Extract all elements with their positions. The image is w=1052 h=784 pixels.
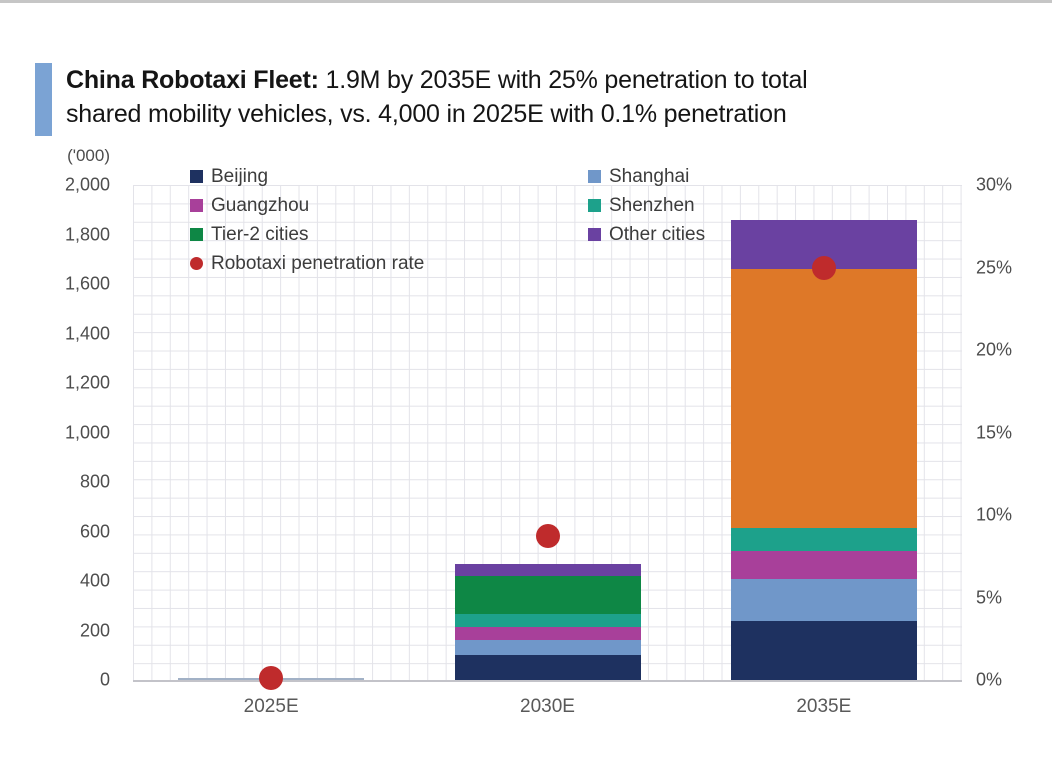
bar-segment-guangzhou [454,626,641,641]
y2-axis-tick-label: 10% [976,504,1013,525]
bar-segment-shenzhen [730,527,917,552]
y-axis-tick-label: 800 [79,471,110,492]
chart-title-line2: shared mobility vehicles, vs. 4,000 in 2… [66,100,787,128]
legend-swatch-square [588,228,601,241]
y-axis-tick-label: 1,800 [64,224,110,244]
chart-title-lead: China Robotaxi Fleet: [66,66,319,94]
y-axis-tick-label: 400 [79,570,110,591]
bar-segment-beijing [730,620,917,680]
legend-item-guangzhou: Guangzhou [190,196,309,215]
penetration-dot-2035E [811,255,836,280]
y2-axis-tick-label: 0% [976,669,1003,690]
chart-title: China Robotaxi Fleet: 1.9M by 2035E with… [66,63,996,131]
chart-title-line1: China Robotaxi Fleet: 1.9M by 2035E with… [66,63,996,97]
bar-segment-shanghai [730,578,917,621]
bar-segment-tier-2-cities [454,576,641,615]
title-accent-bar [35,63,52,136]
legend-swatch-square [588,199,601,212]
y-axis-tick-label: 2,000 [64,174,110,195]
penetration-dot-2025E [259,666,284,691]
legend-label: Other cities [609,224,706,245]
legend-item-beijing: Beijing [190,167,268,186]
y2-axis-tick-label: 25% [976,257,1013,277]
y-axis-tick-label: 1,400 [64,323,110,343]
legend-label: Beijing [211,166,269,187]
y2-axis-tick-label: 30% [976,174,1013,195]
legend-item-tier-2-cities: Tier-2 cities [190,225,308,244]
legend-label: Robotaxi penetration rate [211,253,425,274]
y-axis-unit-label: ('000) [67,146,110,165]
legend-swatch-square [190,199,203,212]
legend-item-shanghai: Shanghai [588,167,689,186]
legend-swatch-square [190,228,203,241]
legend-item-robotaxi-penetration-rate: Robotaxi penetration rate [190,254,424,273]
bar-segment-guangzhou [730,551,917,579]
chart-title-line1-rest: 1.9M by 2035E with 25% penetration to to… [318,66,808,94]
legend-swatch-circle [190,257,203,270]
stacked-bar-chart: ('000) 2,000 1,800 1,600 1,400 1,200 1,000 800 6… [0,3,1052,784]
x-axis-label-2035E: 2035E [796,696,852,717]
bar-segment-shenzhen [454,614,641,627]
bar-segment-shanghai [454,640,641,656]
y2-axis-tick-label: 5% [976,587,1003,607]
legend-swatch-square [588,170,601,183]
bar-segment-other-cities [454,563,641,577]
legend-item-shenzhen: Shenzhen [588,196,695,215]
y-axis-tick-label: 0 [99,669,110,690]
x-axis-label-2030E: 2030E [520,696,575,717]
y2-axis-tick-label: 15% [976,422,1013,442]
bar-segment-beijing [454,655,641,680]
y-axis-tick-label: 1,000 [64,422,110,442]
y-axis-tick-label: 1,200 [64,372,110,393]
legend-label: Tier-2 cities [211,224,309,245]
legend-item-other-cities: Other cities [588,225,705,244]
y2-axis-tick-label: 20% [976,339,1013,360]
legend-label: Shenzhen [609,195,695,216]
y-axis-tick-label: 200 [79,620,110,640]
bar-segment-tier-2-cities [730,269,917,528]
y-axis-tick-label: 600 [79,521,110,541]
legend-label: Guangzhou [211,195,310,216]
x-axis-label-2025E: 2025E [243,696,299,717]
legend-label: Shanghai [609,166,690,187]
y-axis-tick-label: 1,600 [64,273,110,294]
penetration-dot-2030E [535,524,560,549]
legend-swatch-square [190,170,203,183]
